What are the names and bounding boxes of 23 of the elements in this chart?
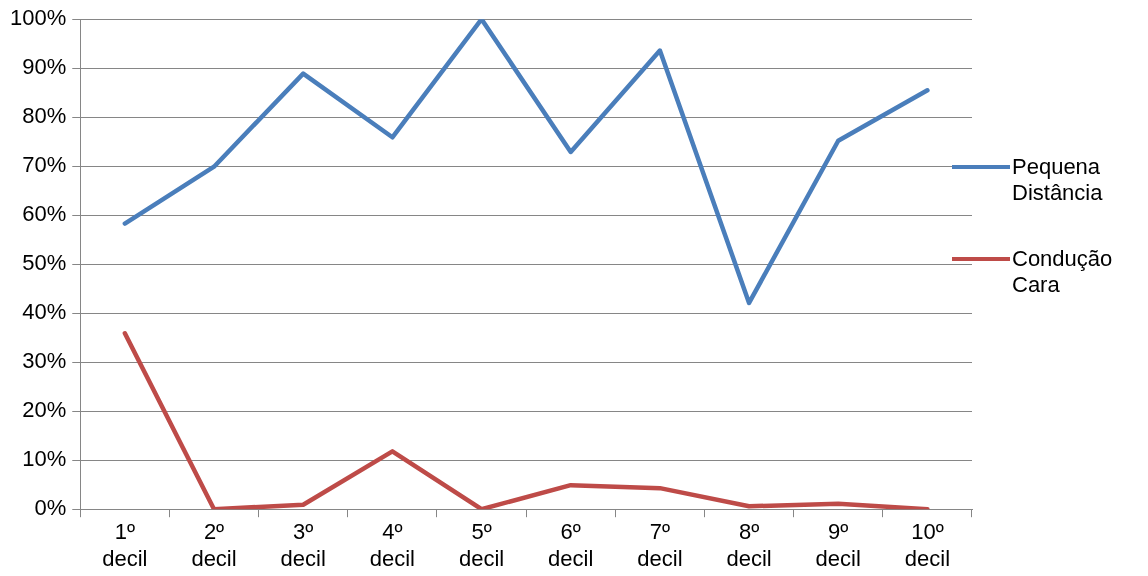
legend-label: Pequena Distância xyxy=(1012,154,1104,207)
y-tick-label: 100% xyxy=(9,5,67,31)
y-tick-label: 80% xyxy=(22,103,67,129)
x-tick-label: 6º decil xyxy=(548,519,594,571)
x-tick-label: 9º decil xyxy=(815,519,861,571)
x-tick-label: 4º decil xyxy=(369,519,415,571)
x-tick-label: 10º decil xyxy=(904,519,951,571)
y-tick-label: 50% xyxy=(22,250,67,276)
y-tick-label: 30% xyxy=(22,348,67,374)
x-tick-label: 3º decil xyxy=(280,519,326,571)
y-tick-label: 90% xyxy=(22,54,67,80)
x-tick-label: 7º decil xyxy=(637,519,683,571)
y-tick-label: 40% xyxy=(22,299,67,325)
y-tick-label: 70% xyxy=(22,152,67,178)
y-tick-label: 0% xyxy=(34,495,67,521)
y-tick-label: 20% xyxy=(22,397,67,423)
x-tick-label: 2º decil xyxy=(191,519,237,571)
x-tick-label: 5º decil xyxy=(458,519,505,571)
y-tick-label: 60% xyxy=(22,201,67,227)
legend-label: Condução Cara xyxy=(1012,246,1114,299)
x-tick-label: 8º decil xyxy=(726,519,772,571)
y-tick-label: 10% xyxy=(22,446,67,472)
x-tick-label: 1º decil xyxy=(102,519,148,571)
